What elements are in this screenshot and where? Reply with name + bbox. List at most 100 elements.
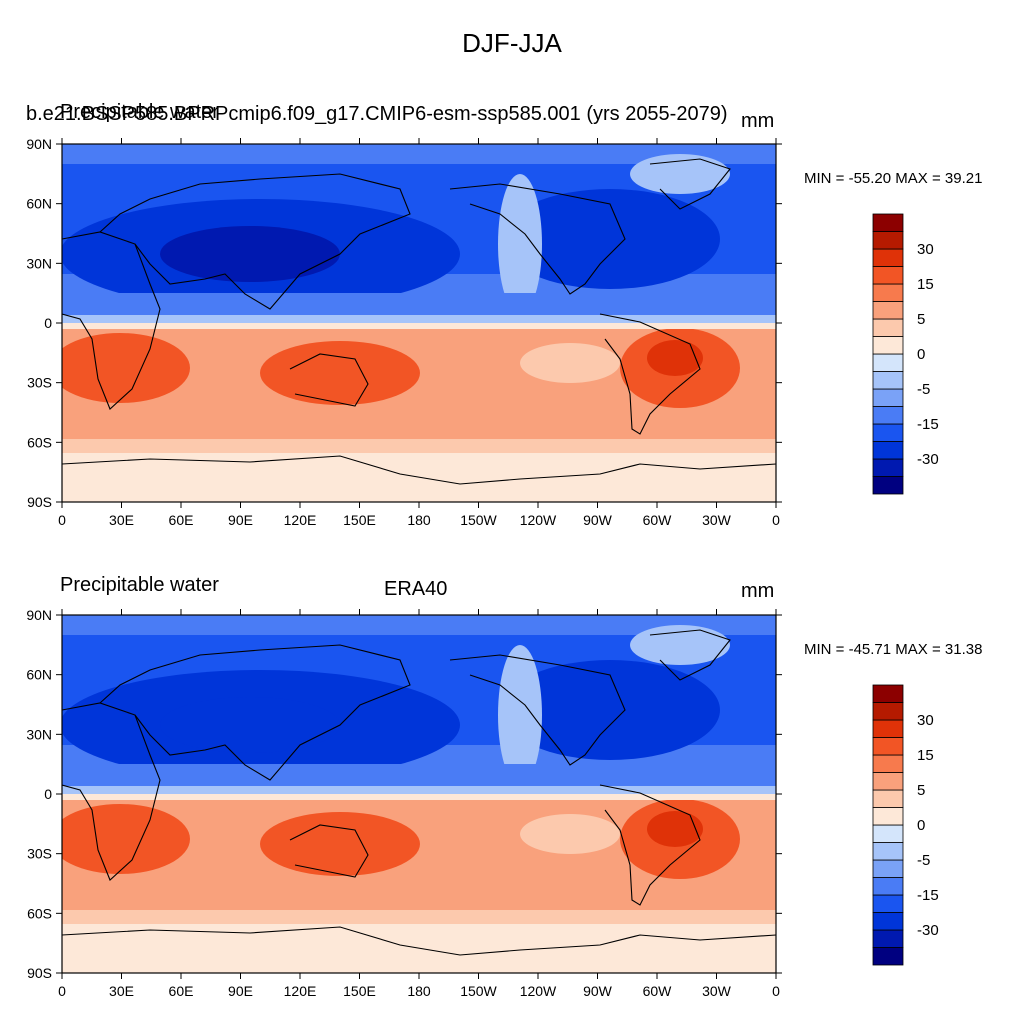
coastline bbox=[289, 353, 369, 407]
coastline bbox=[649, 158, 731, 210]
colorbar-swatch bbox=[872, 842, 904, 861]
colorbar-label: -15 bbox=[917, 416, 939, 433]
contour-blob bbox=[500, 189, 720, 289]
map-1: 90N 60N 30N 0 30S 60S 90S 0 30E 60E 90E 120E 150E 180… bbox=[26, 607, 938, 999]
lat-tick-label: 30S bbox=[27, 846, 52, 862]
colorbar-swatch bbox=[872, 353, 904, 372]
contour-band bbox=[62, 786, 776, 794]
lon-tick-label: 60W bbox=[643, 983, 673, 999]
colorbar-swatch bbox=[872, 406, 904, 425]
lat-axis: 90N 60N 30N 0 30S 60S 90S bbox=[26, 607, 782, 981]
figure-title: DJF-JJA bbox=[462, 28, 562, 58]
contour-band bbox=[62, 794, 776, 800]
lat-tick-label: 60N bbox=[26, 196, 52, 212]
colorbar-label: -30 bbox=[917, 922, 939, 939]
coastlines bbox=[62, 629, 776, 956]
colorbar-label: 30 bbox=[917, 712, 934, 729]
colorbar-swatch bbox=[872, 213, 904, 232]
lat-axis: 90N 60N 30N 0 30S 60S 90S bbox=[26, 136, 782, 510]
lat-tick-label: 30N bbox=[26, 255, 52, 271]
map-0: 90N 60N 30N 0 30S 60S 90S 0 30E 60E 90E 120E 150E 180… bbox=[26, 136, 938, 528]
contour-blob bbox=[160, 697, 340, 753]
colorbar-swatch bbox=[872, 824, 904, 843]
lon-tick-label: 90E bbox=[228, 983, 253, 999]
colorbar-label: 5 bbox=[917, 311, 925, 328]
coastline bbox=[289, 824, 369, 878]
lon-tick-label: 150W bbox=[460, 512, 497, 528]
lat-tick-label: 0 bbox=[44, 315, 52, 331]
map-panel-era40: Precipitable water ERA40 mm MIN = -45.71… bbox=[0, 0, 1024, 658]
colorbar-swatch bbox=[872, 912, 904, 931]
contour-band bbox=[62, 293, 776, 317]
lon-tick-label: 30W bbox=[702, 512, 732, 528]
contour-blob bbox=[647, 340, 703, 376]
contour-blob bbox=[62, 333, 190, 403]
coastline bbox=[599, 313, 701, 435]
colorbar-swatch bbox=[872, 894, 904, 913]
colorbar-swatch bbox=[872, 458, 904, 477]
contour-band bbox=[62, 315, 776, 323]
colorbar-swatch bbox=[872, 772, 904, 791]
coastline bbox=[449, 183, 626, 295]
panel-center-label: ERA40 bbox=[384, 578, 448, 600]
colorbar-label: 0 bbox=[917, 817, 925, 834]
lon-tick-label: 30E bbox=[109, 512, 134, 528]
contour-blob bbox=[260, 341, 420, 405]
lon-tick-label: 180 bbox=[407, 512, 431, 528]
colorbar-swatch bbox=[872, 929, 904, 948]
lon-tick-label: 60E bbox=[169, 983, 194, 999]
lon-tick-label: 120W bbox=[520, 983, 557, 999]
lon-tick-label: 60W bbox=[643, 512, 673, 528]
coastline bbox=[62, 702, 161, 881]
lat-tick-label: 90N bbox=[26, 607, 52, 623]
colorbar-swatch bbox=[872, 388, 904, 407]
lat-tick-label: 90N bbox=[26, 136, 52, 152]
colorbar-swatch bbox=[872, 877, 904, 896]
colorbar-swatch bbox=[872, 318, 904, 337]
colorbar-swatch bbox=[872, 231, 904, 250]
contour-blob bbox=[520, 343, 620, 383]
contour-blob bbox=[62, 804, 190, 874]
colorbar-swatch bbox=[872, 737, 904, 756]
coastline bbox=[599, 784, 701, 906]
colorbar-swatch bbox=[872, 266, 904, 285]
lon-tick-label: 90W bbox=[583, 512, 613, 528]
colorbar-label: 0 bbox=[917, 346, 925, 363]
colorbar-swatch bbox=[872, 947, 904, 966]
lon-tick-label: 30W bbox=[702, 983, 732, 999]
coastline bbox=[99, 173, 411, 310]
colorbar-swatch bbox=[872, 719, 904, 738]
lat-tick-label: 90S bbox=[27, 494, 52, 510]
panel-units-label: mm bbox=[741, 110, 775, 132]
contour-blob bbox=[500, 660, 720, 760]
contour-blob bbox=[498, 645, 542, 785]
colorbar-swatch bbox=[872, 371, 904, 390]
colorbar: 30 15 5 0 -5 -15 -30 bbox=[872, 213, 939, 495]
lon-tick-label: 0 bbox=[772, 983, 780, 999]
contour-blob bbox=[520, 814, 620, 854]
lon-tick-label: 120E bbox=[284, 983, 317, 999]
lon-axis: 0 30E 60E 90E 120E 150E 180 150W 120W 90W 60W 30W 0 bbox=[58, 138, 780, 528]
colorbar-label: -30 bbox=[917, 451, 939, 468]
colorbar-label: 30 bbox=[917, 241, 934, 258]
contour-band bbox=[62, 323, 776, 329]
map-panel-model: Precipitable water b.e21.BSSP585.BPRPcmi… bbox=[0, 0, 1024, 470]
lon-tick-label: 60E bbox=[169, 512, 194, 528]
lon-tick-label: 0 bbox=[58, 983, 66, 999]
lat-tick-label: 60N bbox=[26, 667, 52, 683]
contour-field bbox=[62, 144, 776, 502]
colorbar-label: 5 bbox=[917, 782, 925, 799]
coastline bbox=[649, 629, 731, 681]
colorbar-label: -5 bbox=[917, 852, 930, 869]
lat-tick-label: 90S bbox=[27, 965, 52, 981]
lon-tick-label: 90E bbox=[228, 512, 253, 528]
colorbar-label: -15 bbox=[917, 887, 939, 904]
colorbar-label: 15 bbox=[917, 276, 934, 293]
colorbar-label: 15 bbox=[917, 747, 934, 764]
colorbar-swatch bbox=[872, 476, 904, 495]
contour-blob bbox=[647, 811, 703, 847]
colorbar-swatch bbox=[872, 441, 904, 460]
lon-tick-label: 0 bbox=[772, 512, 780, 528]
panel-left-label: Precipitable water bbox=[60, 101, 219, 123]
